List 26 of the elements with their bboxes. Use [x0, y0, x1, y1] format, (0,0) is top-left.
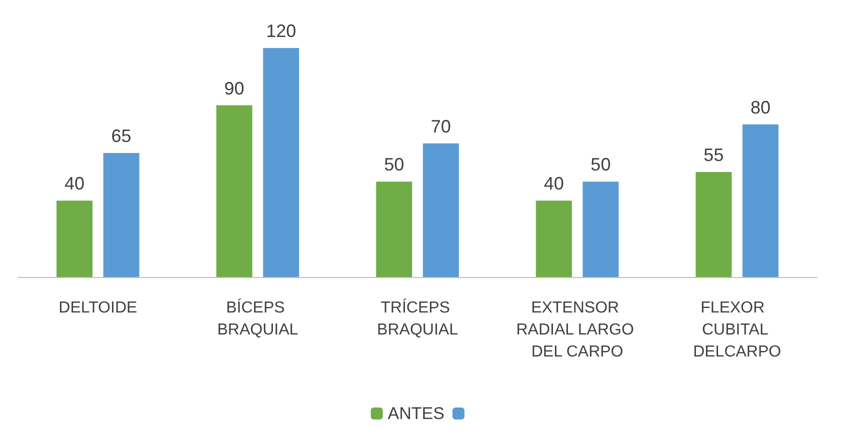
bar: [263, 48, 300, 277]
data-label: 50: [590, 154, 611, 175]
legend-label: ANTES: [388, 404, 444, 423]
bar: [422, 143, 459, 277]
data-label: 90: [224, 78, 244, 98]
data-label: 80: [750, 97, 771, 118]
x-tick-label: EXTENSOR RADIAL LARGO DEL CARPO: [516, 300, 638, 360]
bar: [56, 200, 92, 277]
data-label: 120: [266, 21, 296, 41]
data-label: 40: [64, 174, 85, 194]
bar: [696, 172, 732, 277]
data-label: 65: [111, 126, 132, 146]
data-label: 70: [430, 116, 451, 136]
bar: [216, 105, 252, 277]
data-label: 55: [704, 145, 724, 166]
bar: [582, 182, 619, 277]
data-label: 50: [384, 154, 404, 175]
bar: [376, 182, 412, 277]
bar: [103, 152, 140, 277]
x-tick-label: TRÍCEPS BRAQUIAL: [377, 298, 458, 338]
bar: [536, 200, 572, 277]
data-label: 40: [544, 174, 564, 194]
bar: [742, 124, 778, 277]
x-tick-label: DELTOIDE: [58, 300, 138, 316]
x-tick-label: BÍCEPS BRAQUIAL: [217, 298, 298, 338]
x-tick-label: FLEXOR CUBITAL DELCARPO: [693, 300, 782, 360]
